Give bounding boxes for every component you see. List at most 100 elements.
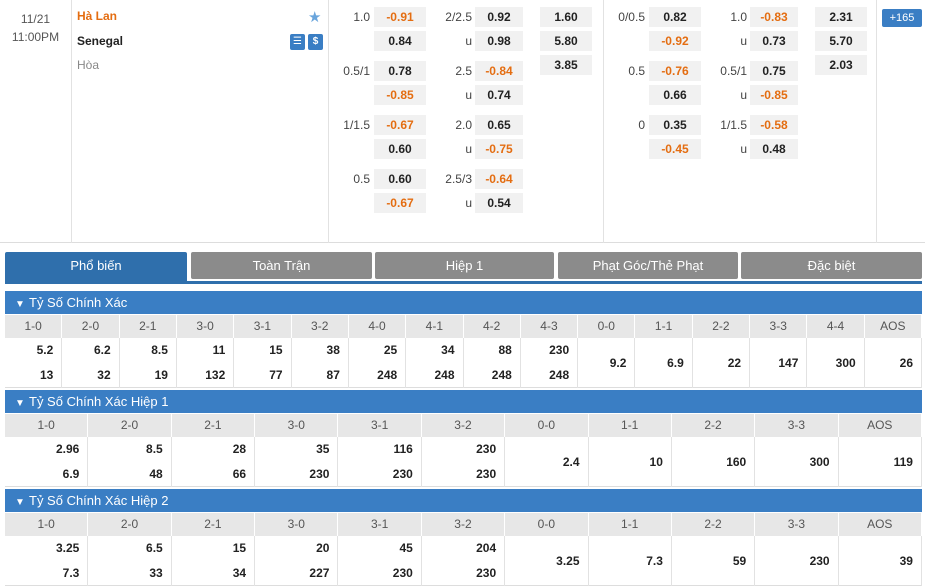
score-odds[interactable]: 204	[476, 541, 497, 555]
score-odds[interactable]: 11	[212, 343, 226, 357]
section-header[interactable]: ▼ Tỷ Số Chính Xác	[5, 291, 922, 314]
section-header[interactable]: ▼ Tỷ Số Chính Xác Hiệp 2	[5, 489, 922, 512]
home-team[interactable]: Hà Lan	[77, 9, 118, 23]
handicap-away-odds[interactable]: -0.45	[649, 139, 701, 159]
score-odds[interactable]: 230	[392, 566, 413, 580]
score-odds[interactable]: 6.2	[93, 343, 111, 357]
under-odds[interactable]: 0.54	[475, 193, 523, 213]
score-odds[interactable]: 119	[893, 455, 913, 469]
score-odds[interactable]: 2.4	[562, 455, 580, 469]
score-odds[interactable]: 19	[154, 368, 168, 382]
score-odds[interactable]: 6.5	[146, 541, 163, 555]
handicap-home-odds[interactable]: 0.78	[374, 61, 426, 81]
handicap-home-odds[interactable]: 0.35	[649, 115, 701, 135]
score-odds[interactable]: 45	[399, 541, 413, 555]
score-odds[interactable]: 77	[269, 368, 283, 382]
section-header[interactable]: ▼ Tỷ Số Chính Xác Hiệp 1	[5, 390, 922, 413]
score-odds[interactable]: 34	[232, 566, 247, 580]
under-odds[interactable]: 0.98	[475, 31, 523, 51]
handicap-home-odds[interactable]: 0.82	[649, 7, 701, 27]
over-odds[interactable]: -0.83	[750, 7, 798, 27]
score-odds[interactable]: 248	[434, 368, 455, 382]
score-odds[interactable]: 38	[326, 343, 340, 357]
score-odds[interactable]: 7.3	[62, 566, 80, 580]
score-odds[interactable]: 25	[383, 343, 398, 357]
score-odds[interactable]: 22	[727, 356, 742, 370]
over-odds[interactable]: 0.65	[475, 115, 523, 135]
score-odds[interactable]: 227	[309, 566, 330, 580]
score-odds[interactable]: 2.96	[56, 442, 80, 456]
score-odds[interactable]: 13	[39, 368, 54, 382]
over-odds[interactable]: -0.64	[475, 169, 523, 189]
money-icon[interactable]: $	[308, 34, 323, 50]
score-odds[interactable]: 230	[476, 442, 497, 456]
score-odds[interactable]: 32	[97, 368, 111, 382]
under-odds[interactable]: 0.73	[750, 31, 798, 51]
score-odds[interactable]: 248	[377, 368, 398, 382]
score-odds[interactable]: 88	[498, 343, 512, 357]
handicap-away-odds[interactable]: 0.84	[374, 31, 426, 51]
score-odds[interactable]: 20	[316, 541, 330, 555]
score-odds[interactable]: 7.3	[646, 554, 663, 568]
moneyline-odds[interactable]: 2.03	[815, 55, 867, 75]
stats-icon[interactable]: ☰	[290, 34, 305, 50]
handicap-away-odds[interactable]: -0.92	[649, 31, 701, 51]
score-odds[interactable]: 230	[476, 467, 497, 481]
over-odds[interactable]: -0.84	[475, 61, 523, 81]
score-odds[interactable]: 300	[809, 455, 830, 469]
handicap-away-odds[interactable]: 0.60	[374, 139, 426, 159]
score-odds[interactable]: 15	[269, 343, 283, 357]
tab-1[interactable]: Phổ biến	[5, 252, 187, 284]
score-odds[interactable]: 8.5	[146, 442, 163, 456]
score-odds[interactable]: 28	[232, 442, 247, 456]
score-odds[interactable]: 35	[316, 442, 330, 456]
score-odds[interactable]: 6.9	[62, 467, 80, 481]
moneyline-odds[interactable]: 2.31	[815, 7, 867, 27]
under-odds[interactable]: -0.85	[750, 85, 798, 105]
score-odds[interactable]: 230	[392, 467, 413, 481]
under-odds[interactable]: 0.48	[750, 139, 798, 159]
handicap-home-odds[interactable]: 0.60	[374, 169, 426, 189]
handicap-away-odds[interactable]: -0.85	[374, 85, 426, 105]
more-markets-button[interactable]: +165	[882, 9, 922, 27]
handicap-home-odds[interactable]: -0.91	[374, 7, 426, 27]
handicap-away-odds[interactable]: 0.66	[649, 85, 701, 105]
score-odds[interactable]: 248	[491, 368, 512, 382]
tab-5[interactable]: Đặc biệt	[741, 252, 922, 279]
score-odds[interactable]: 48	[149, 467, 163, 481]
under-odds[interactable]: 0.74	[475, 85, 523, 105]
moneyline-odds[interactable]: 3.85	[540, 55, 592, 75]
score-odds[interactable]: 3.25	[556, 554, 580, 568]
score-odds[interactable]: 66	[232, 467, 247, 481]
score-odds[interactable]: 132	[205, 368, 226, 382]
score-odds[interactable]: 39	[899, 554, 913, 568]
moneyline-odds[interactable]: 5.80	[540, 31, 592, 51]
handicap-home-odds[interactable]: -0.76	[649, 61, 701, 81]
score-odds[interactable]: 8.5	[151, 343, 168, 357]
tab-3[interactable]: Hiệp 1	[375, 252, 554, 279]
score-odds[interactable]: 147	[778, 356, 799, 370]
score-odds[interactable]: 26	[899, 356, 913, 370]
tab-4[interactable]: Phạt Góc/Thẻ Phạt	[558, 252, 738, 279]
score-odds[interactable]: 5.2	[36, 343, 54, 357]
score-odds[interactable]: 3.25	[56, 541, 80, 555]
score-odds[interactable]: 160	[726, 455, 747, 469]
over-odds[interactable]: 0.75	[750, 61, 798, 81]
tab-2[interactable]: Toàn Trận	[191, 252, 372, 279]
score-odds[interactable]: 248	[549, 368, 570, 382]
under-odds[interactable]: -0.75	[475, 139, 523, 159]
score-odds[interactable]: 230	[809, 554, 830, 568]
score-odds[interactable]: 116	[393, 442, 413, 456]
score-odds[interactable]: 9.2	[609, 356, 627, 370]
score-odds[interactable]: 33	[149, 566, 163, 580]
score-odds[interactable]: 300	[835, 356, 856, 370]
away-team[interactable]: Senegal	[77, 34, 124, 48]
star-icon[interactable]: ★	[308, 9, 322, 26]
score-odds[interactable]: 6.9	[667, 356, 684, 370]
score-odds[interactable]: 59	[732, 554, 747, 568]
over-odds[interactable]: 0.92	[475, 7, 523, 27]
moneyline-odds[interactable]: 1.60	[540, 7, 592, 27]
score-odds[interactable]: 230	[549, 343, 570, 357]
handicap-home-odds[interactable]: -0.67	[374, 115, 426, 135]
score-odds[interactable]: 87	[326, 368, 340, 382]
